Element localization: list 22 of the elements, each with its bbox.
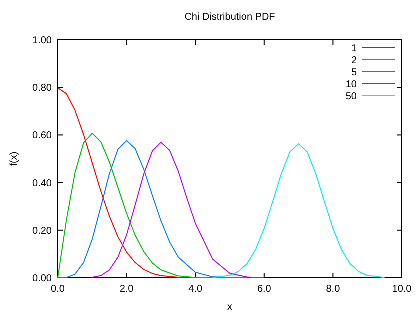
legend-label: 2 <box>351 56 358 66</box>
y-tick-label: 0.00 <box>32 274 52 284</box>
line-series <box>92 142 265 278</box>
x-tick-label: 8.0 <box>326 284 341 295</box>
line-series <box>212 144 386 278</box>
y-tick-label: 0.80 <box>32 83 52 94</box>
y-tick-label: 0.20 <box>32 226 52 237</box>
y-tick-label: 0.60 <box>32 130 52 142</box>
legend-label: 50 <box>346 92 358 102</box>
legend-label: 1 <box>351 44 358 54</box>
x-tick-label: 2.0 <box>120 284 134 295</box>
x-tick-label: 0.0 <box>51 284 66 295</box>
x-tick-label: 10.0 <box>392 284 412 295</box>
chart-title: Chi Distribution PDF <box>184 12 276 23</box>
legend-label: 5 <box>351 68 358 78</box>
y-tick-label: 1.00 <box>32 36 52 46</box>
y-tick-label: 0.40 <box>32 178 52 190</box>
x-tick-label: 6.0 <box>257 284 272 295</box>
legend-label: 10 <box>346 80 358 90</box>
x-axis-title: x <box>228 302 232 313</box>
x-tick-label: 4.0 <box>188 284 203 295</box>
y-axis-title: f(x) <box>9 152 20 166</box>
